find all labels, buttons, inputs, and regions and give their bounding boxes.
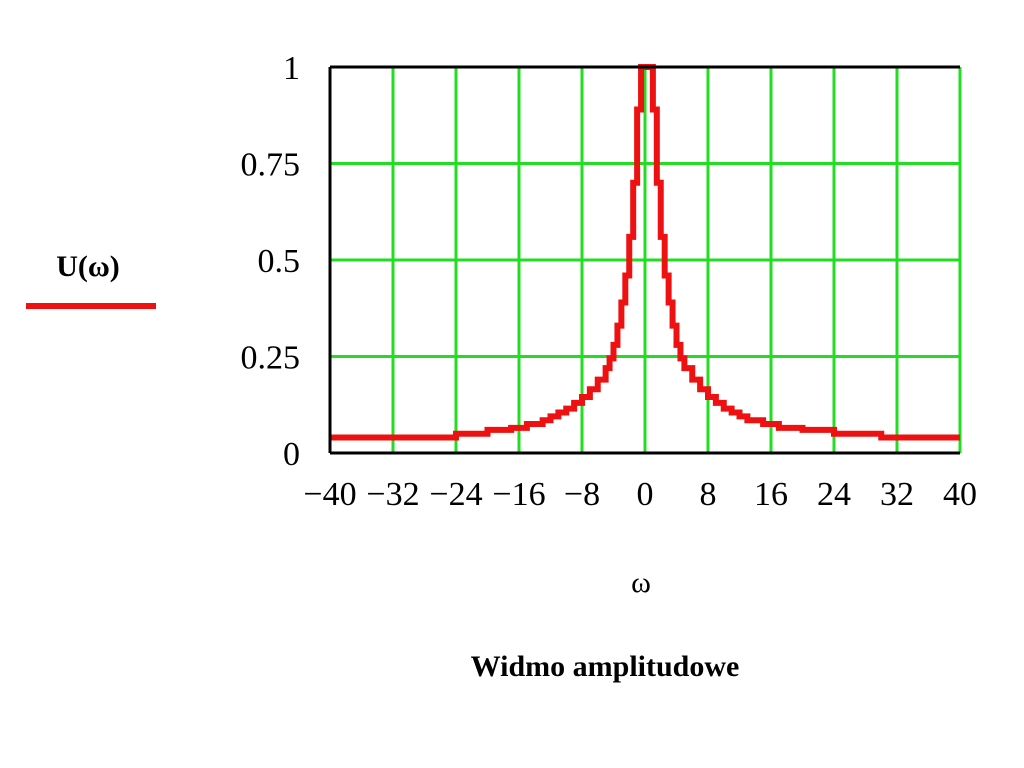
x-tick-label: −16 [492,476,545,513]
x-tick-label: 40 [943,476,977,513]
x-axis-label: ω [631,566,651,599]
y-tick-label: 0.25 [241,340,301,377]
x-tick-label: 32 [880,476,914,513]
x-tick-label: −24 [429,476,482,513]
y-tick-label: 1 [283,50,300,87]
x-tick-label: 24 [817,476,851,513]
grid [330,67,962,453]
x-tick-label: 8 [700,476,717,513]
axes [328,65,960,455]
y-tick-label: 0.75 [241,147,301,184]
chart-caption: Widmo amplitudowe [471,650,740,683]
legend-label: U(ω) [56,250,120,283]
x-tick-label: 0 [637,476,654,513]
x-tick-label: −8 [564,476,600,513]
x-tick-label: 16 [754,476,788,513]
x-tick-label: −40 [303,476,356,513]
x-tick-label: −32 [366,476,419,513]
y-tick-labels: 0 0.25 0.5 0.75 1 [241,50,301,473]
y-tick-label: 0.5 [258,243,301,280]
y-tick-label: 0 [283,436,300,473]
x-tick-labels: −40 −32 −24 −16 −8 0 8 16 24 32 40 [303,476,977,513]
